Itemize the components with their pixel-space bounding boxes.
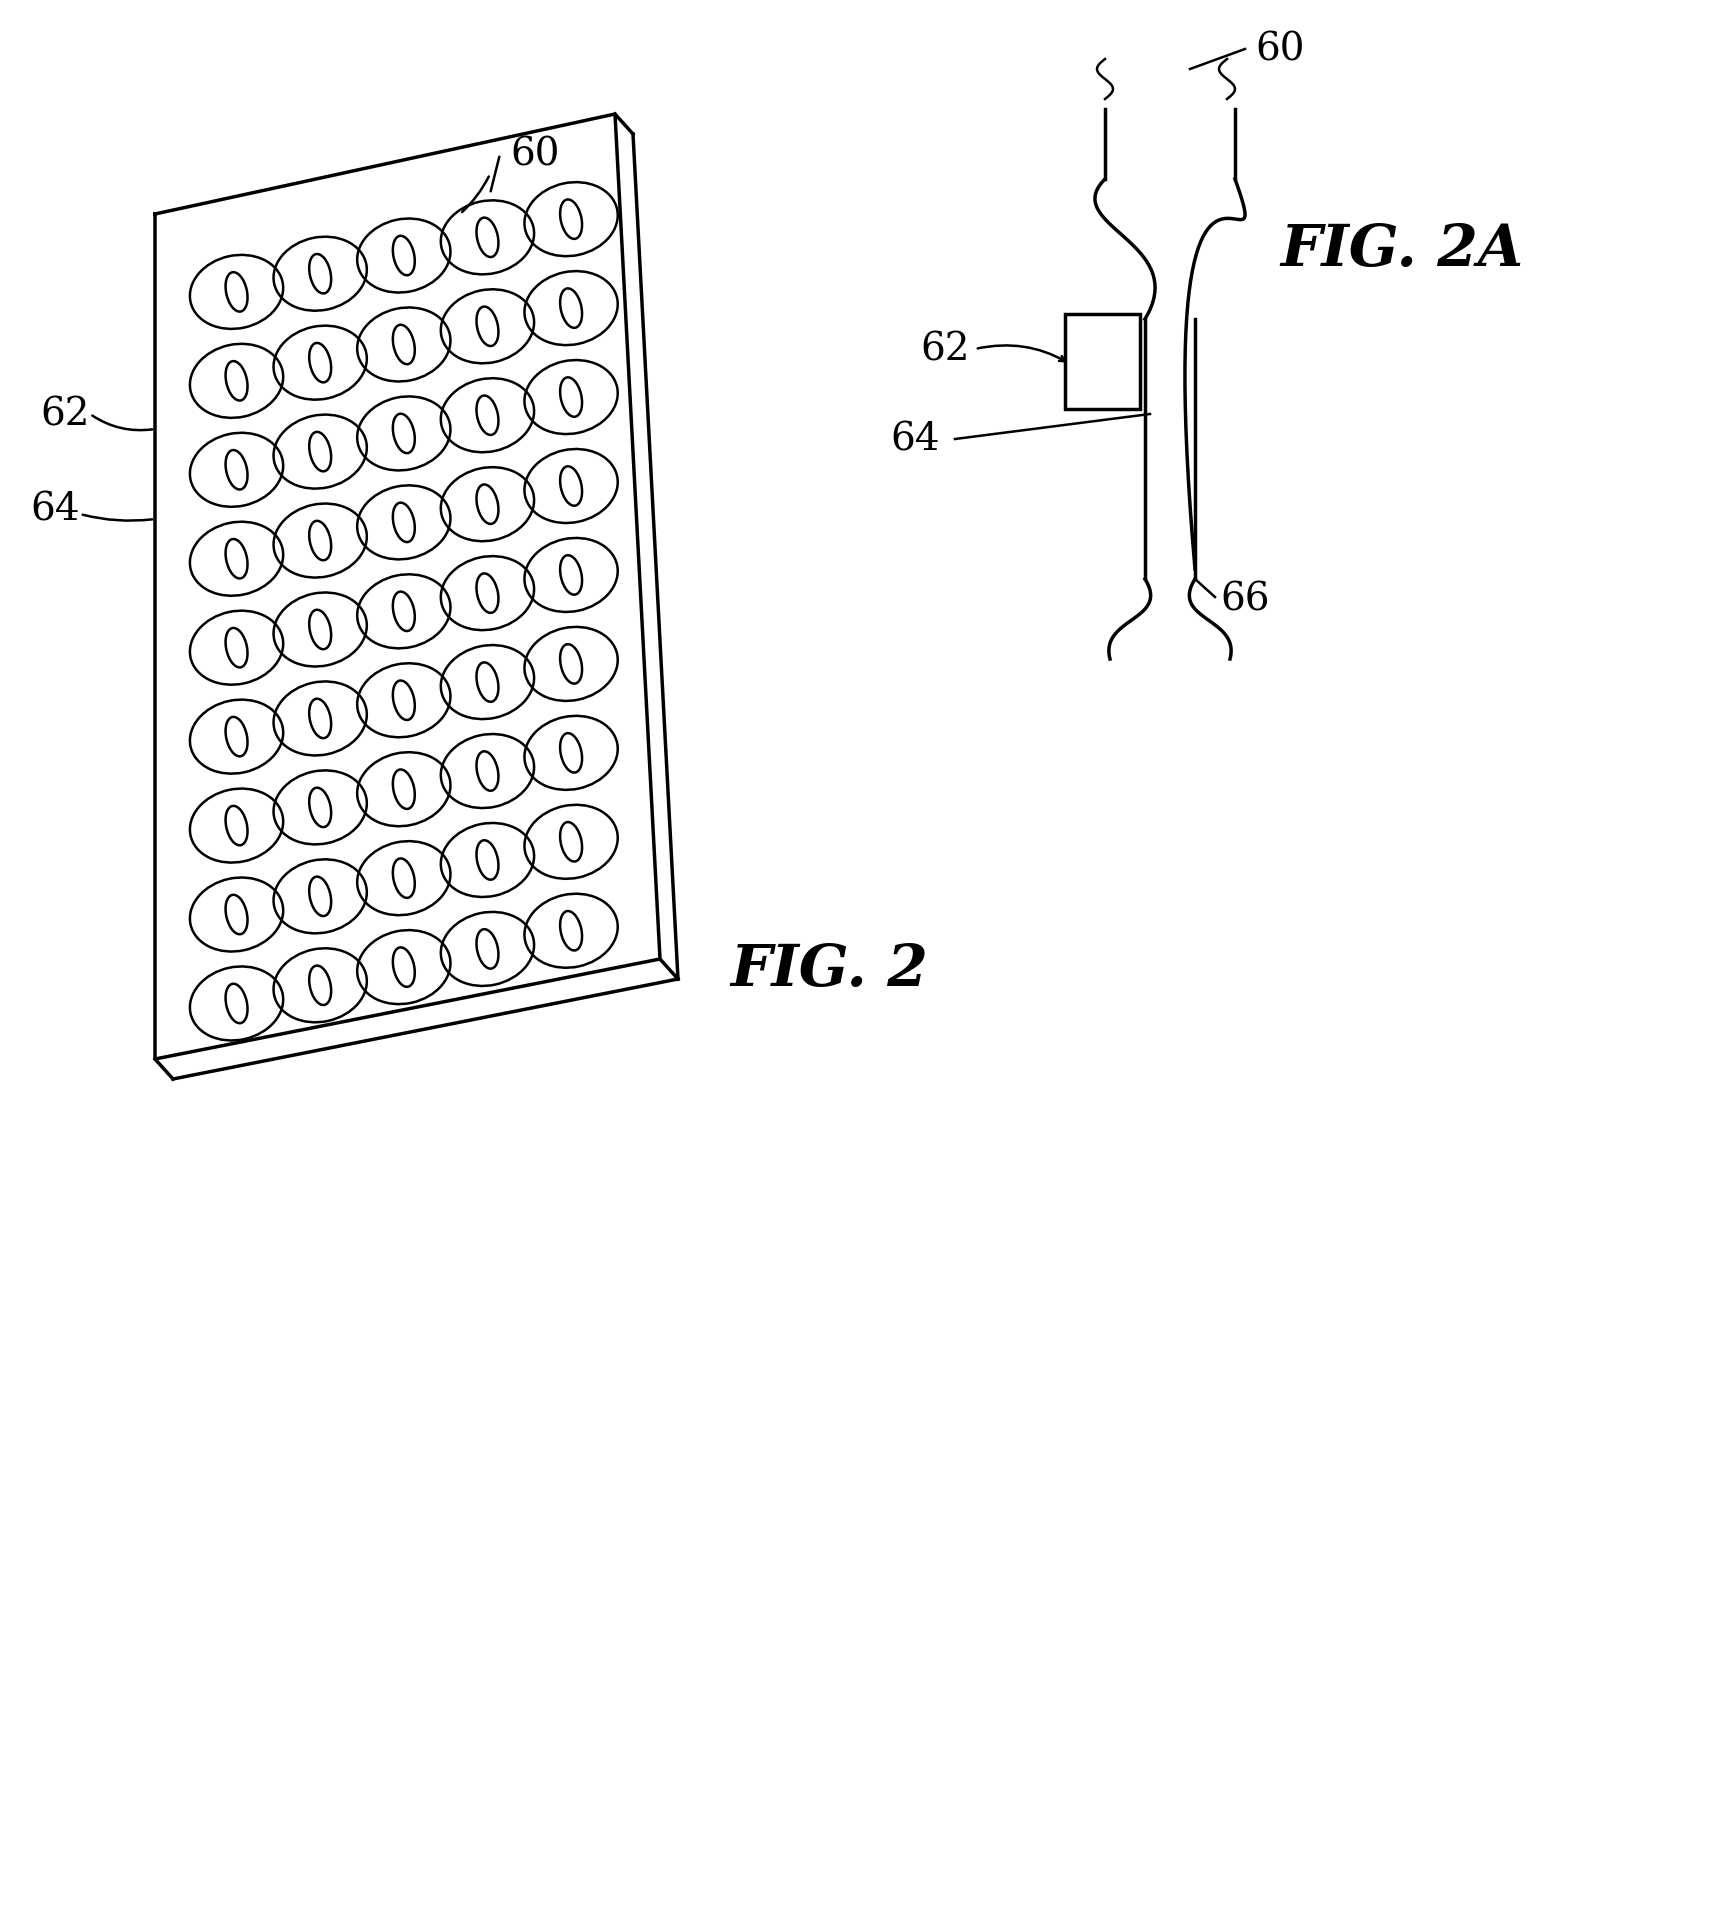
Bar: [1065, 315, 1139, 410]
Text: 60: 60: [510, 137, 560, 173]
Text: 64: 64: [890, 421, 940, 458]
Text: 62: 62: [40, 396, 90, 433]
Text: FIG. 2: FIG. 2: [730, 940, 928, 998]
Text: 62: 62: [921, 331, 969, 369]
Text: FIG. 2A: FIG. 2A: [1280, 221, 1522, 279]
Text: 66: 66: [1221, 581, 1269, 617]
Text: 60: 60: [1255, 31, 1304, 69]
Text: 64: 64: [29, 490, 80, 529]
